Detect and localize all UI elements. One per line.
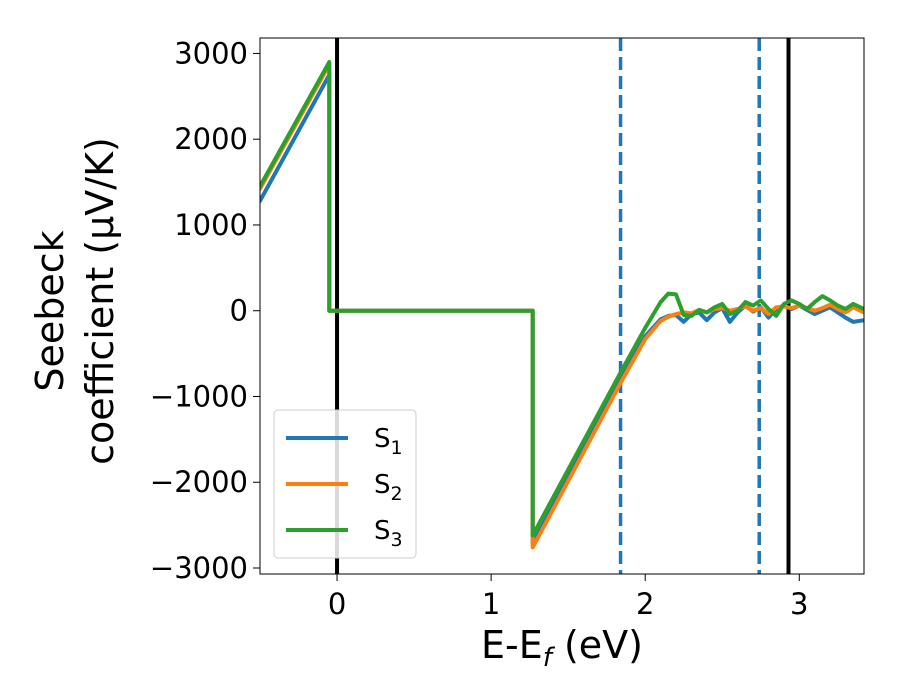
series-lines	[260, 60, 864, 550]
series-line-S2	[260, 62, 864, 550]
y-tick-label: −2000	[150, 465, 248, 499]
series-line-S3	[260, 60, 864, 538]
x-axis-title-main: E-E	[481, 623, 543, 667]
legend-label-S1: S1	[374, 424, 403, 459]
legend-label-S3: S3	[374, 516, 403, 551]
x-axis-ticks: 0 1 2 3	[328, 574, 809, 621]
x-tick-label: 0	[328, 587, 346, 621]
y-axis-title-line2: coefficient (μV/K)	[78, 137, 122, 465]
x-axis-title-unit: (eV)	[552, 623, 643, 667]
y-tick-label: 2000	[174, 122, 248, 156]
x-tick-label: 2	[636, 587, 654, 621]
y-tick-label: 3000	[174, 36, 248, 70]
x-tick-label: 3	[790, 587, 808, 621]
plot-frame	[259, 37, 865, 575]
y-tick-label: 1000	[174, 208, 248, 242]
x-axis-title: E-Ef (eV)	[481, 623, 643, 673]
y-axis-ticks: 3000 2000 1000 0 −1000 −2000 −3000	[150, 36, 260, 585]
y-axis-title-line1: Seebeck	[28, 230, 72, 391]
y-tick-label: 0	[230, 294, 248, 328]
y-tick-label: −3000	[150, 551, 248, 585]
x-tick-label: 1	[482, 587, 500, 621]
legend: S1 S2 S3	[273, 409, 417, 559]
y-tick-label: −1000	[150, 379, 248, 413]
legend-label-S2: S2	[374, 470, 403, 505]
